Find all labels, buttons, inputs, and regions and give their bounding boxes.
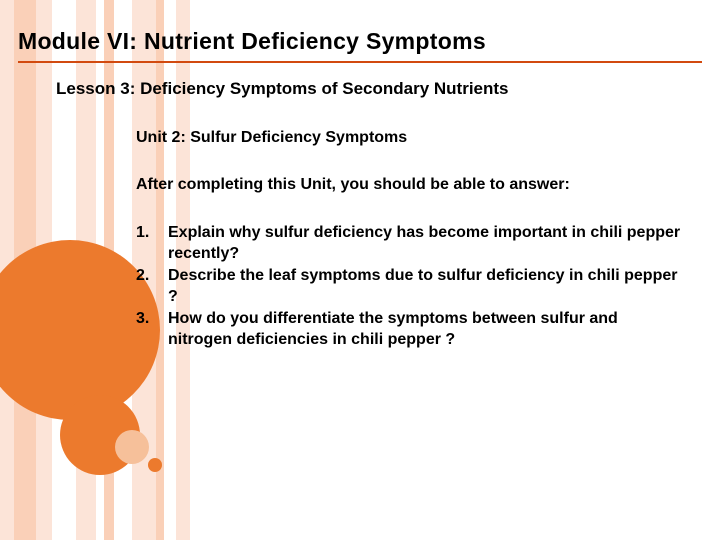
module-title: Module VI: Nutrient Deficiency Symptoms <box>18 28 702 63</box>
objective-text: How do you differentiate the symptoms be… <box>168 308 686 350</box>
objectives-list: 1.Explain why sulfur deficiency has beco… <box>136 222 686 351</box>
lesson-title: Lesson 3: Deficiency Symptoms of Seconda… <box>56 79 702 99</box>
objective-item: 1.Explain why sulfur deficiency has beco… <box>136 222 686 264</box>
body-block: Unit 2: Sulfur Deficiency Symptoms After… <box>136 129 686 350</box>
objective-item: 2.Describe the leaf symptoms due to sulf… <box>136 265 686 307</box>
circle <box>148 458 162 472</box>
unit-title: Unit 2: Sulfur Deficiency Symptoms <box>136 129 686 147</box>
objective-number: 1. <box>136 222 168 264</box>
objective-number: 2. <box>136 265 168 307</box>
circle <box>115 430 149 464</box>
intro-text: After completing this Unit, you should b… <box>136 175 686 196</box>
objective-item: 3.How do you differentiate the symptoms … <box>136 308 686 350</box>
slide-content: Module VI: Nutrient Deficiency Symptoms … <box>0 0 720 350</box>
objective-text: Describe the leaf symptoms due to sulfur… <box>168 265 686 307</box>
objective-text: Explain why sulfur deficiency has become… <box>168 222 686 264</box>
objective-number: 3. <box>136 308 168 350</box>
